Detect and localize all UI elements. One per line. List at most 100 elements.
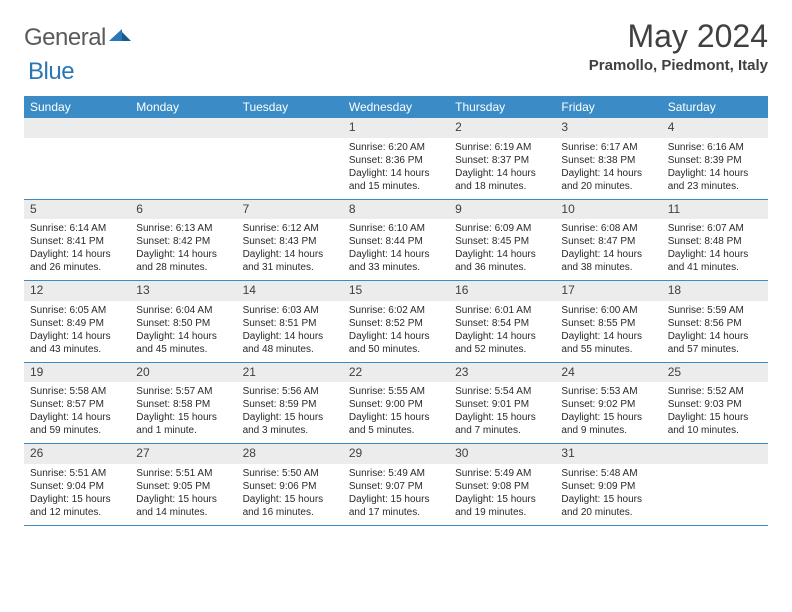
day-body: Sunrise: 6:05 AMSunset: 8:49 PMDaylight:…: [24, 301, 130, 362]
sunrise-text: Sunrise: 6:10 AM: [349, 222, 443, 235]
sunrise-text: Sunrise: 6:08 AM: [561, 222, 655, 235]
daylight-text: Daylight: 15 hours and 9 minutes.: [561, 411, 655, 437]
day-number: 10: [555, 200, 661, 220]
sunset-text: Sunset: 9:03 PM: [668, 398, 762, 411]
day-number: 13: [130, 281, 236, 301]
daylight-text: Daylight: 15 hours and 10 minutes.: [668, 411, 762, 437]
daylight-text: Daylight: 15 hours and 20 minutes.: [561, 493, 655, 519]
day-cell: [662, 444, 768, 525]
sunrise-text: Sunrise: 5:59 AM: [668, 304, 762, 317]
sunset-text: Sunset: 9:01 PM: [455, 398, 549, 411]
daylight-text: Daylight: 15 hours and 7 minutes.: [455, 411, 549, 437]
day-body: Sunrise: 5:49 AMSunset: 9:08 PMDaylight:…: [449, 464, 555, 525]
day-body: Sunrise: 6:17 AMSunset: 8:38 PMDaylight:…: [555, 138, 661, 199]
daylight-text: Daylight: 15 hours and 3 minutes.: [243, 411, 337, 437]
day-number: 23: [449, 363, 555, 383]
day-header: Monday: [130, 96, 236, 118]
logo-triangle-icon: [109, 26, 131, 49]
sunset-text: Sunset: 8:47 PM: [561, 235, 655, 248]
daylight-text: Daylight: 14 hours and 20 minutes.: [561, 167, 655, 193]
daylight-text: Daylight: 14 hours and 41 minutes.: [668, 248, 762, 274]
sunset-text: Sunset: 8:37 PM: [455, 154, 549, 167]
day-number: 25: [662, 363, 768, 383]
day-cell: 13Sunrise: 6:04 AMSunset: 8:50 PMDayligh…: [130, 281, 236, 362]
daylight-text: Daylight: 14 hours and 52 minutes.: [455, 330, 549, 356]
day-cell: [130, 118, 236, 199]
day-cell: 10Sunrise: 6:08 AMSunset: 8:47 PMDayligh…: [555, 200, 661, 281]
day-number: 28: [237, 444, 343, 464]
day-body: Sunrise: 5:51 AMSunset: 9:05 PMDaylight:…: [130, 464, 236, 525]
daylight-text: Daylight: 15 hours and 5 minutes.: [349, 411, 443, 437]
day-body: Sunrise: 6:00 AMSunset: 8:55 PMDaylight:…: [555, 301, 661, 362]
daylight-text: Daylight: 14 hours and 31 minutes.: [243, 248, 337, 274]
day-body: Sunrise: 6:08 AMSunset: 8:47 PMDaylight:…: [555, 219, 661, 280]
day-body: Sunrise: 6:02 AMSunset: 8:52 PMDaylight:…: [343, 301, 449, 362]
day-cell: 7Sunrise: 6:12 AMSunset: 8:43 PMDaylight…: [237, 200, 343, 281]
empty-day: [24, 118, 130, 138]
daylight-text: Daylight: 14 hours and 38 minutes.: [561, 248, 655, 274]
day-cell: 22Sunrise: 5:55 AMSunset: 9:00 PMDayligh…: [343, 363, 449, 444]
sunrise-text: Sunrise: 6:09 AM: [455, 222, 549, 235]
day-number: 21: [237, 363, 343, 383]
daylight-text: Daylight: 15 hours and 14 minutes.: [136, 493, 230, 519]
daylight-text: Daylight: 14 hours and 36 minutes.: [455, 248, 549, 274]
day-number: 16: [449, 281, 555, 301]
day-cell: 18Sunrise: 5:59 AMSunset: 8:56 PMDayligh…: [662, 281, 768, 362]
day-number: 8: [343, 200, 449, 220]
day-number: 3: [555, 118, 661, 138]
day-body: Sunrise: 5:58 AMSunset: 8:57 PMDaylight:…: [24, 382, 130, 443]
day-cell: 9Sunrise: 6:09 AMSunset: 8:45 PMDaylight…: [449, 200, 555, 281]
week-row: 26Sunrise: 5:51 AMSunset: 9:04 PMDayligh…: [24, 444, 768, 526]
day-cell: 5Sunrise: 6:14 AMSunset: 8:41 PMDaylight…: [24, 200, 130, 281]
daylight-text: Daylight: 14 hours and 50 minutes.: [349, 330, 443, 356]
day-cell: [24, 118, 130, 199]
day-body: Sunrise: 5:49 AMSunset: 9:07 PMDaylight:…: [343, 464, 449, 525]
day-cell: 19Sunrise: 5:58 AMSunset: 8:57 PMDayligh…: [24, 363, 130, 444]
daylight-text: Daylight: 15 hours and 1 minute.: [136, 411, 230, 437]
day-body: Sunrise: 5:53 AMSunset: 9:02 PMDaylight:…: [555, 382, 661, 443]
daylight-text: Daylight: 14 hours and 43 minutes.: [30, 330, 124, 356]
logo-blue: Blue: [28, 58, 74, 86]
sunset-text: Sunset: 8:42 PM: [136, 235, 230, 248]
week-row: 5Sunrise: 6:14 AMSunset: 8:41 PMDaylight…: [24, 200, 768, 282]
empty-day: [237, 118, 343, 138]
sunset-text: Sunset: 8:49 PM: [30, 317, 124, 330]
sunrise-text: Sunrise: 5:50 AM: [243, 467, 337, 480]
day-cell: 30Sunrise: 5:49 AMSunset: 9:08 PMDayligh…: [449, 444, 555, 525]
day-cell: 28Sunrise: 5:50 AMSunset: 9:06 PMDayligh…: [237, 444, 343, 525]
sunrise-text: Sunrise: 6:17 AM: [561, 141, 655, 154]
sunset-text: Sunset: 8:58 PM: [136, 398, 230, 411]
sunset-text: Sunset: 8:57 PM: [30, 398, 124, 411]
day-number: 15: [343, 281, 449, 301]
day-cell: 29Sunrise: 5:49 AMSunset: 9:07 PMDayligh…: [343, 444, 449, 525]
day-number: 24: [555, 363, 661, 383]
day-body: Sunrise: 6:14 AMSunset: 8:41 PMDaylight:…: [24, 219, 130, 280]
day-body: Sunrise: 6:04 AMSunset: 8:50 PMDaylight:…: [130, 301, 236, 362]
daylight-text: Daylight: 14 hours and 15 minutes.: [349, 167, 443, 193]
sunrise-text: Sunrise: 6:02 AM: [349, 304, 443, 317]
sunset-text: Sunset: 8:55 PM: [561, 317, 655, 330]
day-cell: 3Sunrise: 6:17 AMSunset: 8:38 PMDaylight…: [555, 118, 661, 199]
day-body: Sunrise: 5:52 AMSunset: 9:03 PMDaylight:…: [662, 382, 768, 443]
sunset-text: Sunset: 9:02 PM: [561, 398, 655, 411]
day-cell: 4Sunrise: 6:16 AMSunset: 8:39 PMDaylight…: [662, 118, 768, 199]
day-number: 22: [343, 363, 449, 383]
day-number: 31: [555, 444, 661, 464]
day-number: 1: [343, 118, 449, 138]
day-number: 7: [237, 200, 343, 220]
day-number: 18: [662, 281, 768, 301]
day-number: 26: [24, 444, 130, 464]
week-row: 1Sunrise: 6:20 AMSunset: 8:36 PMDaylight…: [24, 118, 768, 200]
day-number: 5: [24, 200, 130, 220]
day-cell: 23Sunrise: 5:54 AMSunset: 9:01 PMDayligh…: [449, 363, 555, 444]
day-cell: 8Sunrise: 6:10 AMSunset: 8:44 PMDaylight…: [343, 200, 449, 281]
day-body: Sunrise: 5:50 AMSunset: 9:06 PMDaylight:…: [237, 464, 343, 525]
sunrise-text: Sunrise: 6:16 AM: [668, 141, 762, 154]
sunset-text: Sunset: 9:06 PM: [243, 480, 337, 493]
day-body: Sunrise: 6:03 AMSunset: 8:51 PMDaylight:…: [237, 301, 343, 362]
sunrise-text: Sunrise: 5:51 AM: [136, 467, 230, 480]
sunrise-text: Sunrise: 6:19 AM: [455, 141, 549, 154]
daylight-text: Daylight: 14 hours and 48 minutes.: [243, 330, 337, 356]
day-cell: [237, 118, 343, 199]
day-body: Sunrise: 6:12 AMSunset: 8:43 PMDaylight:…: [237, 219, 343, 280]
